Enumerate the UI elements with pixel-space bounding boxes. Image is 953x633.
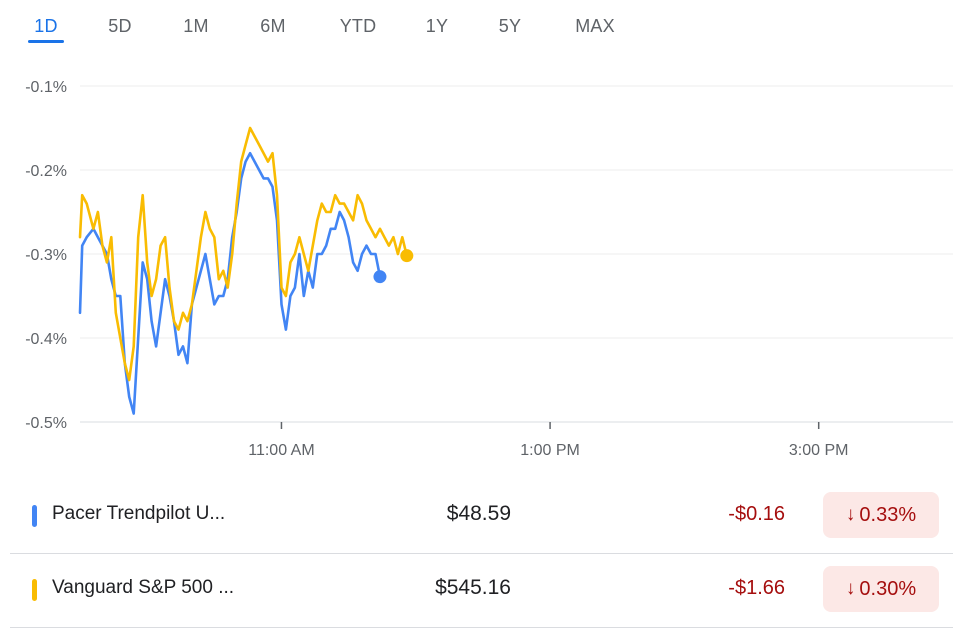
time-range-tabs: 1D 5D 1M 6M YTD 1Y 5Y MAX [0, 0, 953, 48]
x-tick-label: 1:00 PM [520, 442, 580, 459]
series-end-dot-2 [400, 249, 414, 263]
fund-price: $48.59 [446, 502, 511, 525]
tab-6m[interactable]: 6M [260, 16, 286, 36]
y-axis-labels: -0.1% -0.2% -0.3% -0.4% -0.5% [25, 79, 67, 432]
series-line-1 [78, 151, 382, 415]
arrow-down-icon: ↓ [845, 504, 856, 525]
x-tick-label: 3:00 PM [789, 442, 849, 459]
x-axis: 11:00 AM 1:00 PM 3:00 PM [248, 422, 848, 459]
active-tab-indicator [28, 40, 64, 43]
percent-change-value: 0.33% [859, 503, 917, 526]
y-tick-label: -0.3% [25, 247, 67, 264]
series-line-2 [78, 126, 409, 382]
price-change: -$0.16 [728, 503, 785, 525]
y-tick-label: -0.4% [25, 331, 67, 348]
percent-change-value: 0.30% [859, 577, 917, 600]
price-chart[interactable]: -0.1% -0.2% -0.3% -0.4% -0.5% 11:00 AM 1:00 P… [0, 60, 953, 470]
tab-1y[interactable]: 1Y [425, 16, 449, 36]
chart-grid [80, 85, 953, 423]
fund-name: Vanguard S&P 500 ... [52, 577, 235, 598]
tab-5y[interactable]: 5Y [498, 16, 522, 36]
series-color-swatch [32, 579, 37, 601]
arrow-down-icon: ↓ [845, 578, 856, 599]
percent-change-badge: ↓ 0.33% [823, 492, 939, 538]
tab-1m[interactable]: 1M [183, 16, 209, 36]
series-end-dot-1 [373, 270, 387, 284]
fund-name: Pacer Trendpilot U... [52, 503, 226, 524]
x-tick-label: 11:00 AM [248, 442, 314, 459]
series-color-swatch [32, 505, 37, 527]
y-tick-label: -0.2% [25, 163, 67, 180]
y-tick-label: -0.5% [25, 415, 67, 432]
legend-row-pacer[interactable]: Pacer Trendpilot U... $48.59 -$0.16 ↓ 0.… [10, 479, 953, 554]
legend-row-vanguard[interactable]: Vanguard S&P 500 ... $545.16 -$1.66 ↓ 0.… [10, 553, 953, 628]
tab-5d[interactable]: 5D [108, 16, 132, 36]
tab-max[interactable]: MAX [575, 16, 615, 36]
fund-price: $545.16 [435, 576, 511, 599]
tab-1d[interactable]: 1D [34, 16, 58, 36]
chart-lines [78, 126, 414, 415]
y-tick-label: -0.1% [25, 79, 67, 96]
percent-change-badge: ↓ 0.30% [823, 566, 939, 612]
price-change: -$1.66 [728, 577, 785, 599]
tab-ytd[interactable]: YTD [339, 16, 377, 36]
